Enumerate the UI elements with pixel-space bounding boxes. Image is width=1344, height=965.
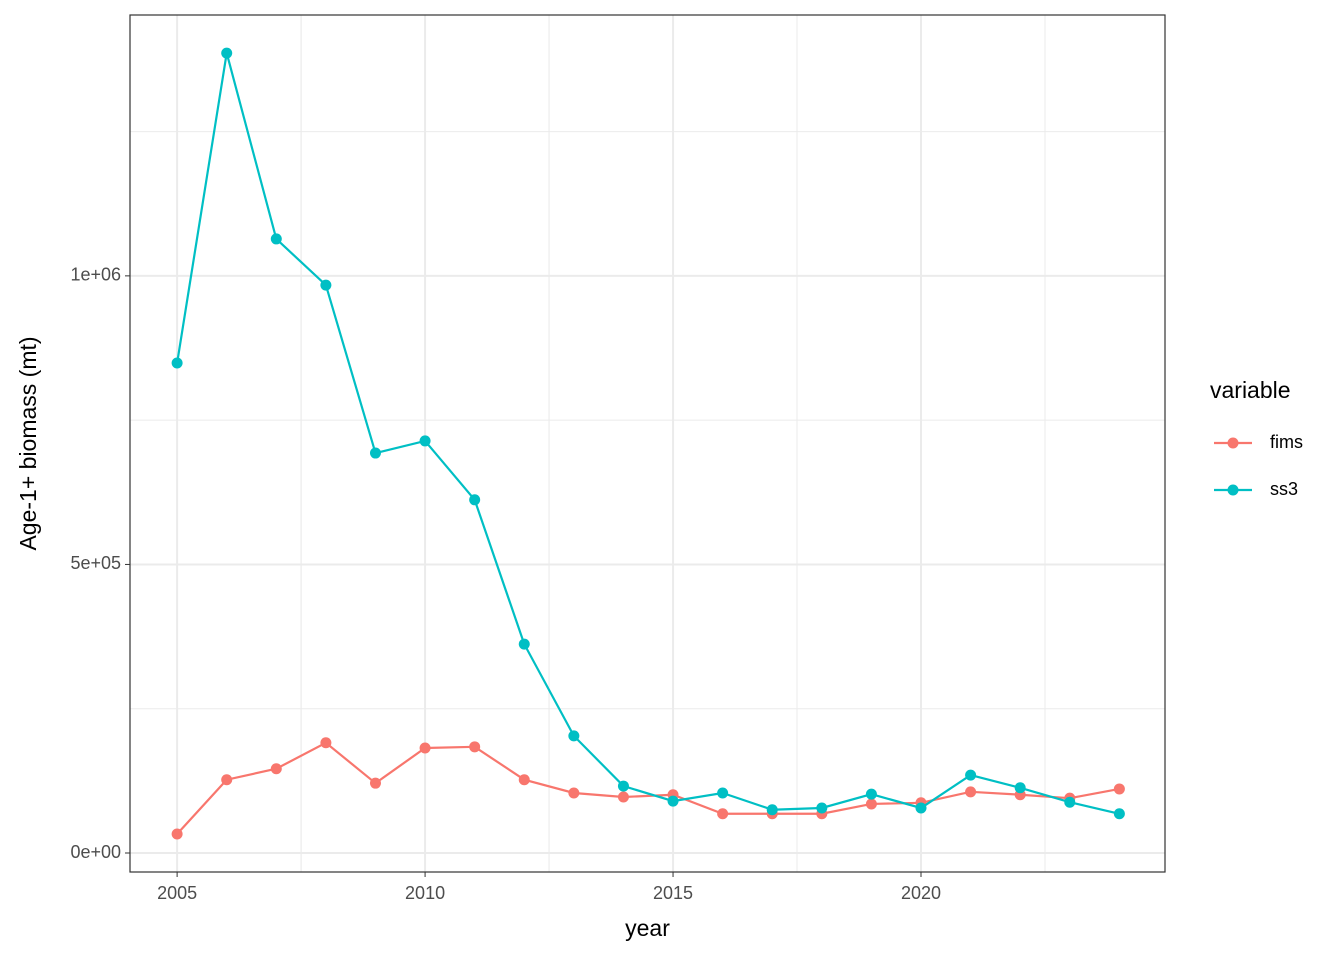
data-point <box>270 763 282 775</box>
data-point <box>518 638 530 650</box>
data-point <box>221 47 233 59</box>
data-point <box>518 774 530 786</box>
data-point <box>469 494 481 506</box>
data-point <box>766 804 778 816</box>
data-point <box>171 828 183 840</box>
data-point <box>320 737 332 749</box>
y-axis-title: Age-1+ biomass (mt) <box>15 336 41 550</box>
data-point <box>717 787 729 799</box>
data-point <box>369 447 381 459</box>
data-point <box>270 233 282 245</box>
legend-label: fims <box>1270 432 1303 452</box>
x-axis-title: year <box>625 915 670 941</box>
data-point <box>369 777 381 789</box>
data-point <box>419 435 431 447</box>
data-point <box>568 730 580 742</box>
legend-title: variable <box>1210 377 1291 403</box>
data-point <box>915 802 927 814</box>
data-point <box>568 787 580 799</box>
data-point <box>1014 782 1026 794</box>
x-tick-label: 2010 <box>405 883 445 903</box>
data-point <box>419 742 431 754</box>
data-point <box>1113 783 1125 795</box>
data-point <box>816 802 828 814</box>
legend-key-point <box>1227 437 1239 449</box>
y-tick-label: 5e+05 <box>70 553 121 573</box>
data-point <box>469 741 481 753</box>
data-point <box>965 786 977 798</box>
data-point <box>1113 808 1125 820</box>
data-point <box>171 357 183 369</box>
data-point <box>617 791 629 803</box>
y-tick-label: 0e+00 <box>70 842 121 862</box>
y-tick-label: 1e+06 <box>70 265 121 285</box>
data-point <box>865 788 877 800</box>
plot-border <box>129 14 1166 873</box>
series-line <box>176 52 1120 815</box>
series-line <box>176 741 1120 835</box>
legend-label: ss3 <box>1270 479 1298 499</box>
x-tick-label: 2015 <box>653 883 693 903</box>
data-point <box>965 769 977 781</box>
legend-key-point <box>1227 484 1239 496</box>
data-point <box>717 808 729 820</box>
data-point <box>617 780 629 792</box>
x-tick-label: 2005 <box>157 883 197 903</box>
data-point <box>865 798 877 810</box>
data-point <box>1064 796 1076 808</box>
data-point <box>221 774 233 786</box>
data-point <box>320 279 332 291</box>
data-point <box>667 795 679 807</box>
x-tick-label: 2020 <box>901 883 941 903</box>
